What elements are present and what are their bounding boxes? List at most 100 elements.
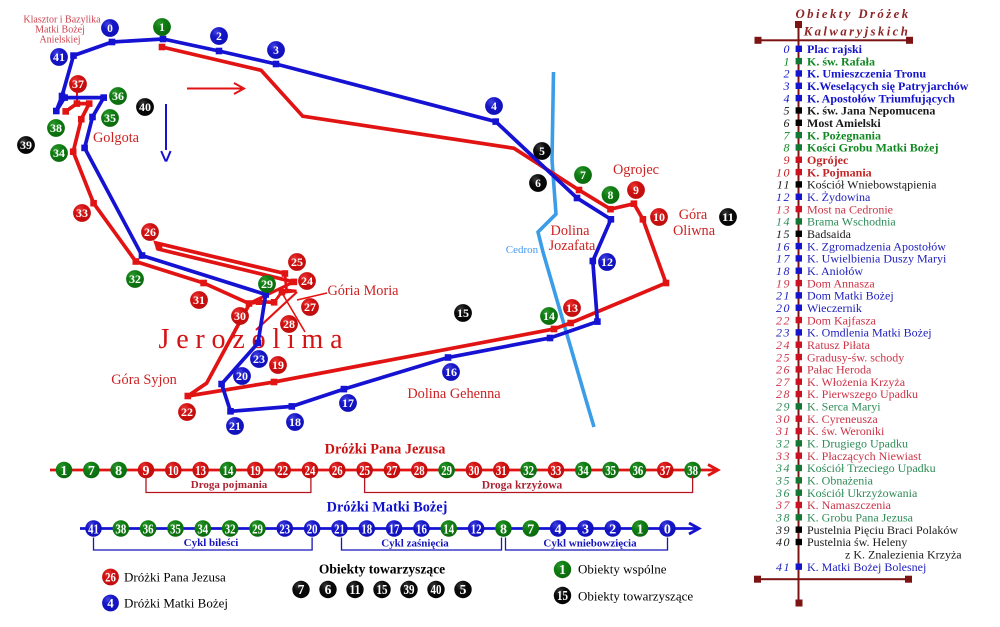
- svg-text:36: 36: [143, 522, 154, 537]
- svg-text:41: 41: [88, 522, 99, 537]
- svg-text:34: 34: [53, 148, 65, 160]
- svg-text:4: 4: [555, 522, 562, 537]
- svg-text:Pustelnia Pięciu Braci Polaków: Pustelnia Pięciu Braci Polaków: [807, 523, 958, 537]
- svg-text:K. Żydowina: K. Żydowina: [807, 190, 871, 204]
- svg-text:Klasztor i Bazylika: Klasztor i Bazylika: [23, 14, 101, 25]
- svg-text:13: 13: [566, 303, 578, 315]
- svg-text:Droga pojmania: Droga pojmania: [191, 479, 268, 491]
- svg-text:Golgota: Golgota: [93, 130, 140, 146]
- svg-text:Anielskiej: Anielskiej: [39, 34, 80, 45]
- svg-text:K. Aniołów: K. Aniołów: [807, 264, 863, 278]
- svg-text:29: 29: [261, 279, 273, 291]
- svg-text:K. św. Jana Nepomucena: K. św. Jana Nepomucena: [807, 104, 935, 118]
- svg-text:Jozafata: Jozafata: [549, 238, 596, 254]
- svg-text:23: 23: [253, 354, 265, 366]
- svg-text:Cykl zaśnięcia: Cykl zaśnięcia: [381, 538, 449, 550]
- svg-text:Kościół Trzeciego Upadku: Kościół Trzeciego Upadku: [807, 461, 936, 475]
- svg-text:5: 5: [539, 146, 545, 158]
- svg-text:17: 17: [776, 252, 791, 266]
- svg-text:K. Serca Maryi: K. Serca Maryi: [807, 400, 881, 414]
- svg-text:24: 24: [301, 276, 313, 288]
- svg-text:Oliwna: Oliwna: [673, 223, 716, 239]
- svg-text:14: 14: [543, 311, 555, 323]
- svg-text:0: 0: [664, 522, 671, 537]
- svg-text:6: 6: [535, 178, 541, 190]
- svg-text:32: 32: [225, 522, 236, 537]
- svg-text:18: 18: [289, 417, 301, 429]
- svg-text:K. Włożenia Krzyża: K. Włożenia Krzyża: [807, 375, 906, 389]
- svg-text:Ratusz Piłata: Ratusz Piłata: [807, 338, 871, 352]
- svg-text:K. Obnażenia: K. Obnażenia: [807, 474, 874, 488]
- svg-text:30: 30: [234, 311, 246, 323]
- svg-text:K. św. Weroniki: K. św. Weroniki: [807, 424, 885, 438]
- svg-text:38: 38: [687, 464, 698, 479]
- svg-text:4: 4: [784, 91, 792, 105]
- svg-text:28: 28: [776, 387, 791, 401]
- svg-text:1: 1: [559, 562, 566, 577]
- svg-text:24: 24: [305, 464, 316, 479]
- svg-text:9: 9: [784, 153, 792, 167]
- svg-text:Pałac Heroda: Pałac Heroda: [807, 363, 872, 377]
- svg-text:18: 18: [776, 264, 791, 278]
- svg-text:K. Cyreneusza: K. Cyreneusza: [807, 412, 878, 426]
- svg-text:11: 11: [777, 178, 791, 192]
- svg-text:K. Uwielbienia Duszy Maryi: K. Uwielbienia Duszy Maryi: [807, 252, 947, 266]
- svg-text:8: 8: [115, 464, 122, 479]
- svg-text:31: 31: [193, 295, 205, 307]
- svg-text:38: 38: [775, 511, 791, 525]
- svg-text:29: 29: [441, 464, 452, 479]
- svg-text:22: 22: [277, 464, 288, 479]
- svg-text:36: 36: [633, 464, 644, 479]
- svg-text:29: 29: [252, 522, 263, 537]
- svg-text:4: 4: [107, 595, 114, 610]
- svg-text:34: 34: [775, 461, 791, 475]
- svg-text:Badsaida: Badsaida: [807, 227, 852, 241]
- svg-text:K. Namaszczenia: K. Namaszczenia: [807, 498, 892, 512]
- svg-text:Cykl wniebowzięcia: Cykl wniebowzięcia: [543, 538, 637, 550]
- svg-text:15: 15: [457, 308, 469, 320]
- svg-text:41: 41: [776, 560, 791, 574]
- svg-text:22: 22: [181, 407, 193, 419]
- svg-text:K. Pierwszego Upadku: K. Pierwszego Upadku: [807, 387, 918, 401]
- svg-text:Kalwaryjskich: Kalwaryjskich: [803, 25, 911, 39]
- svg-text:Cedron: Cedron: [506, 244, 539, 256]
- svg-text:9: 9: [633, 185, 639, 197]
- svg-text:Gória Moria: Gória Moria: [327, 283, 399, 299]
- svg-text:35: 35: [775, 474, 791, 488]
- svg-text:20: 20: [776, 301, 791, 315]
- svg-text:K. Omdlenia Matki Bożej: K. Omdlenia Matki Bożej: [807, 326, 932, 340]
- svg-text:Dróżki Pana Jezusa: Dróżki Pana Jezusa: [325, 442, 446, 458]
- svg-text:7: 7: [784, 128, 792, 142]
- svg-text:Góra: Góra: [679, 207, 708, 223]
- svg-text:24: 24: [776, 338, 791, 352]
- svg-text:16: 16: [416, 522, 427, 537]
- svg-text:Matki Bożej: Matki Bożej: [35, 24, 85, 35]
- svg-text:Dom Matki Bożej: Dom Matki Bożej: [807, 289, 894, 303]
- svg-text:33: 33: [775, 449, 791, 463]
- svg-text:K. Pożegnania: K. Pożegnania: [807, 128, 881, 142]
- svg-text:26: 26: [776, 363, 791, 377]
- svg-text:25: 25: [359, 464, 370, 479]
- svg-text:26: 26: [144, 227, 156, 239]
- svg-text:11: 11: [350, 582, 361, 597]
- svg-text:Dróżki Matki Bożej: Dróżki Matki Bożej: [327, 500, 448, 516]
- svg-text:3: 3: [582, 522, 589, 537]
- svg-text:19: 19: [250, 464, 261, 479]
- svg-text:6: 6: [784, 116, 792, 130]
- svg-text:40: 40: [139, 102, 151, 114]
- svg-text:21: 21: [334, 522, 345, 537]
- svg-text:31: 31: [496, 464, 507, 479]
- svg-text:22: 22: [776, 313, 791, 327]
- svg-text:7: 7: [88, 464, 95, 479]
- svg-text:40: 40: [431, 582, 442, 597]
- svg-text:K. św. Rafała: K. św. Rafała: [807, 54, 875, 68]
- svg-text:12: 12: [601, 257, 613, 269]
- svg-text:Plac rajski: Plac rajski: [807, 42, 863, 56]
- svg-text:36: 36: [112, 91, 124, 103]
- svg-text:Kościół Wniebowstąpienia: Kościół Wniebowstąpienia: [807, 178, 937, 192]
- svg-text:2: 2: [609, 522, 616, 537]
- svg-text:K. Pojmania: K. Pojmania: [807, 165, 872, 179]
- svg-text:28: 28: [283, 319, 295, 331]
- svg-text:10: 10: [168, 464, 179, 479]
- svg-text:Obiekty wspólne: Obiekty wspólne: [578, 562, 667, 577]
